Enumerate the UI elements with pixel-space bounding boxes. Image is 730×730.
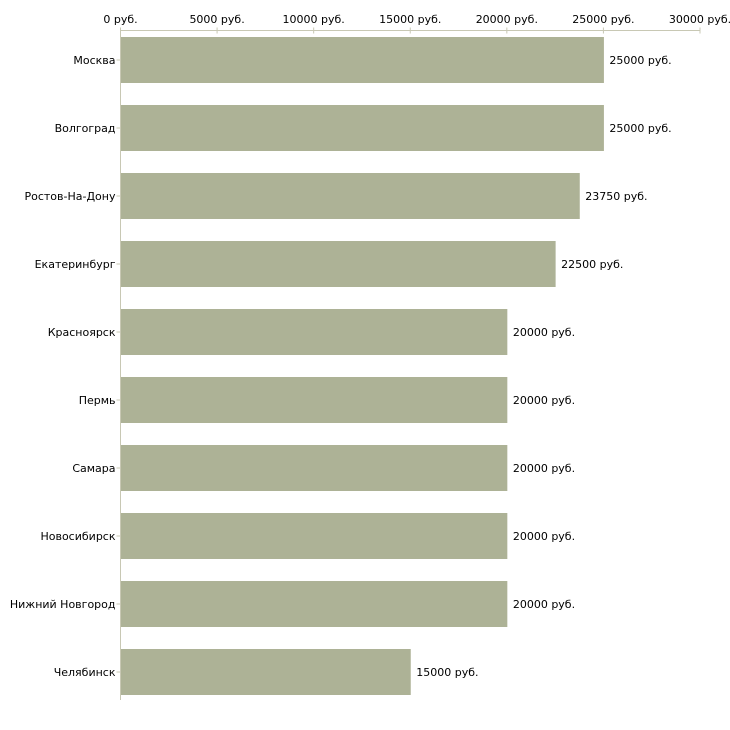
bar xyxy=(121,173,580,219)
value-label: 15000 руб. xyxy=(416,666,478,679)
value-label: 20000 руб. xyxy=(513,530,575,543)
x-tick-label: 5000 руб. xyxy=(189,13,244,26)
category-label: Екатеринбург xyxy=(35,258,116,271)
category-label: Волгоград xyxy=(55,122,116,135)
value-label: 20000 руб. xyxy=(513,326,575,339)
bar xyxy=(121,241,556,287)
value-label: 25000 руб. xyxy=(609,54,671,67)
x-tick-label: 25000 руб. xyxy=(572,13,634,26)
bar xyxy=(121,105,604,151)
value-label: 20000 руб. xyxy=(513,394,575,407)
category-label: Красноярск xyxy=(48,326,116,339)
bar xyxy=(121,649,411,695)
category-label: Челябинск xyxy=(54,666,116,679)
x-tick-label: 30000 руб. xyxy=(669,13,730,26)
category-label: Новосибирск xyxy=(40,530,115,543)
value-label: 20000 руб. xyxy=(513,462,575,475)
category-label: Самара xyxy=(72,462,115,475)
value-label: 25000 руб. xyxy=(609,122,671,135)
bar xyxy=(121,445,508,491)
category-label: Нижний Новгород xyxy=(10,598,116,611)
x-tick-label: 20000 руб. xyxy=(476,13,538,26)
bar xyxy=(121,513,508,559)
category-label: Ростов-На-Дону xyxy=(24,190,115,203)
x-tick-label: 10000 руб. xyxy=(283,13,345,26)
x-tick-label: 15000 руб. xyxy=(379,13,441,26)
value-label: 23750 руб. xyxy=(585,190,647,203)
bar xyxy=(121,37,604,83)
value-label: 22500 руб. xyxy=(561,258,623,271)
bar xyxy=(121,377,508,423)
x-tick-label: 0 руб. xyxy=(103,13,137,26)
bar xyxy=(121,581,508,627)
category-label: Пермь xyxy=(79,394,116,407)
value-label: 20000 руб. xyxy=(513,598,575,611)
bar xyxy=(121,309,508,355)
category-label: Москва xyxy=(73,54,115,67)
